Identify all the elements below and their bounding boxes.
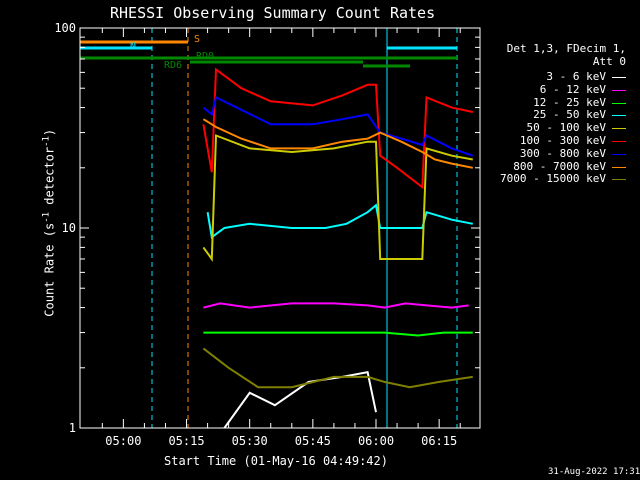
series-line-8 — [202, 118, 473, 169]
legend-swatch-8 — [612, 166, 626, 168]
x-tick-label: 05:00 — [105, 434, 141, 448]
legend-swatch-2 — [612, 89, 626, 91]
legend-entry-9: 7000 - 15000 keV — [500, 172, 606, 186]
legend-swatch-9 — [612, 179, 626, 181]
legend-swatch-6 — [612, 141, 626, 142]
legend-swatch-4 — [612, 115, 626, 117]
legend-entry-8: 800 - 7000 keV — [513, 159, 606, 173]
x-axis-title: Start Time (01-May-16 04:49:42) — [164, 454, 388, 468]
legend-entry-3: 12 - 25 keV — [533, 95, 606, 109]
series-line-4 — [206, 203, 473, 239]
y-tick-label: 100 — [54, 21, 76, 35]
series-line-3 — [203, 331, 473, 337]
legend-swatch-5 — [612, 128, 626, 130]
y-axis-title-sup1: -1 — [41, 211, 52, 223]
flag-label-rd6: RD6 — [164, 60, 183, 71]
legend-entry-5: 50 - 100 keV — [526, 121, 606, 135]
series-line-5 — [202, 134, 473, 262]
x-tick-label: 06:00 — [358, 434, 394, 448]
series-line-1 — [223, 371, 377, 429]
footer-date: 31-Aug-2022 17:31 — [548, 467, 640, 477]
flag-label-n: N — [130, 41, 137, 52]
y-tick-label: 1 — [69, 421, 76, 435]
legend-swatch-1 — [612, 77, 626, 78]
y-tick-label: 10 — [62, 221, 76, 235]
legend-header-line1: Det 1,3, FDecim 1, — [506, 42, 626, 55]
y-axis-title-mid: detector — [42, 146, 57, 212]
flag-label-rd0: RD0 — [196, 51, 215, 62]
y-axis-title-main: Count Rate (s — [42, 222, 57, 317]
legend-header-line2: Att 0 — [592, 55, 626, 68]
x-tick-label: 05:45 — [295, 434, 331, 448]
y-axis-title-sup2: -1 — [41, 136, 52, 147]
legend-entry-1: 3 - 6 keV — [546, 70, 606, 83]
y-axis-title: Count Rate (s-1 detector-1) — [28, 129, 57, 331]
flag-label-s: S — [194, 34, 201, 45]
chart-title: RHESSI Observing Summary Count Rates — [110, 4, 436, 22]
legend-entry-6: 100 - 300 keV — [519, 134, 606, 147]
series-line-6 — [202, 67, 474, 190]
x-tick-label: 05:30 — [232, 434, 268, 448]
legend-entry-7: 300 - 800 keV — [519, 146, 606, 160]
series-line-7 — [202, 95, 474, 157]
legend-swatch-7 — [612, 153, 626, 155]
legend-swatch-3 — [612, 102, 626, 104]
legend-entry-2: 6 - 12 keV — [539, 82, 606, 96]
x-tick-label: 05:15 — [168, 434, 204, 448]
series-line-9 — [202, 347, 473, 389]
y-axis-title-end: ) — [42, 128, 57, 137]
legend-entry-4: 25 - 50 keV — [533, 108, 606, 122]
x-tick-label: 06:15 — [421, 434, 457, 448]
series-line-2 — [203, 302, 469, 309]
